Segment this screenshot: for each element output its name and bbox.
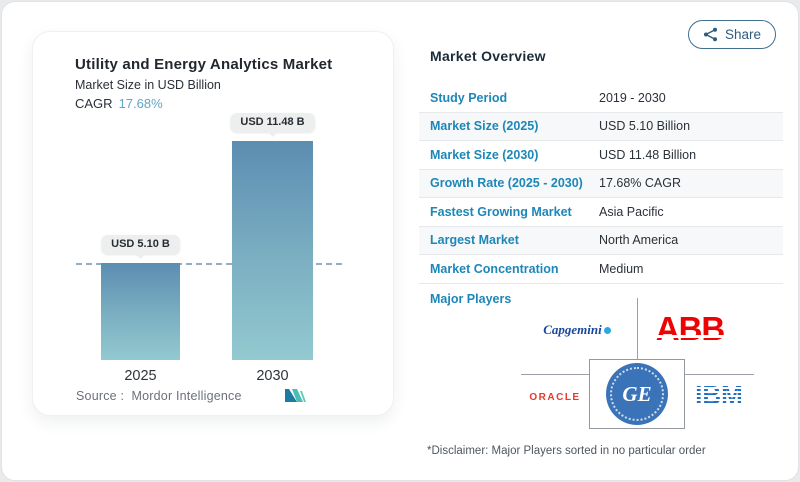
baseline-dashed-line xyxy=(76,263,342,265)
row-value: Asia Pacific xyxy=(599,204,664,219)
ge-logo-ring: GE xyxy=(610,367,664,421)
player-connector-vertical-line xyxy=(637,298,638,359)
abb-logo-cut-line xyxy=(653,335,727,338)
row-label: Largest Market xyxy=(430,233,519,248)
source-prefix: Source : xyxy=(76,389,125,403)
cagr-label: CAGR xyxy=(75,96,113,111)
capgemini-logo-text: Capgemini xyxy=(543,322,602,337)
chart-cagr-line: CAGR 17.68% xyxy=(75,96,393,111)
row-label: Market Size (2025) xyxy=(430,119,539,134)
row-value: USD 11.48 Billion xyxy=(599,147,697,162)
overview-table: Study Period 2019 - 2030 Market Size (20… xyxy=(419,84,783,284)
overview-title: Market Overview xyxy=(430,48,546,64)
table-row-fastest-growing-market: Fastest Growing Market Asia Pacific xyxy=(419,198,783,227)
abb-logo: ABB xyxy=(653,310,727,347)
share-button-label: Share xyxy=(724,27,761,42)
source-name: Mordor Intelligence xyxy=(131,389,242,403)
share-icon xyxy=(703,27,718,42)
row-value: Medium xyxy=(599,261,644,276)
table-row-largest-market: Largest Market North America xyxy=(419,226,783,255)
row-value: 2019 - 2030 xyxy=(599,90,666,105)
row-label: Study Period xyxy=(430,90,508,105)
capgemini-spade-icon xyxy=(603,327,611,334)
share-button[interactable]: Share xyxy=(687,20,776,49)
table-row-market-size-2025: Market Size (2025) USD 5.10 Billion xyxy=(419,112,783,141)
row-label: Fastest Growing Market xyxy=(430,204,572,219)
table-row-growth-rate: Growth Rate (2025 - 2030) 17.68% CAGR xyxy=(419,169,783,198)
mordor-intelligence-logo-icon xyxy=(284,387,308,409)
cagr-value: 17.68% xyxy=(118,96,163,111)
x-tick-2025: 2025 xyxy=(124,368,157,384)
table-row-market-concentration: Market Concentration Medium xyxy=(419,255,783,284)
major-players-label: Major Players xyxy=(430,292,512,306)
chart-subtitle: Market Size in USD Billion xyxy=(75,78,221,92)
player-connector-right-line xyxy=(685,374,754,375)
row-value: 17.68% CAGR xyxy=(599,176,681,191)
ibm-logo-stripes xyxy=(689,385,749,407)
capgemini-logo: Capgemini xyxy=(542,322,612,338)
abb-logo-text: ABB xyxy=(655,310,725,347)
row-value: North America xyxy=(599,233,679,248)
player-connector-left-line xyxy=(521,374,589,375)
ibm-logo: IBM xyxy=(689,382,749,408)
row-label: Growth Rate (2025 - 2030) xyxy=(430,176,583,191)
chart-header: Utility and Energy Analytics Market Mark… xyxy=(33,32,393,111)
row-label: Market Size (2030) xyxy=(430,147,539,162)
row-label: Market Concentration xyxy=(430,261,559,276)
row-value: USD 5.10 Billion xyxy=(599,119,691,134)
oracle-logo: ORACLE xyxy=(529,392,581,403)
chart-title: Utility and Energy Analytics Market xyxy=(75,56,333,73)
bar-value-badge-2025: USD 5.10 B xyxy=(101,235,180,254)
bar-2025 xyxy=(101,263,180,360)
ge-logo: GE xyxy=(606,363,668,425)
bar-2030 xyxy=(232,141,313,360)
ge-logo-monogram: GE xyxy=(622,381,652,406)
disclaimer-text: *Disclaimer: Major Players sorted in no … xyxy=(427,445,706,457)
source-line: Source : Mordor Intelligence xyxy=(76,389,242,403)
market-chart-card: Utility and Energy Analytics Market Mark… xyxy=(32,31,394,416)
table-row-study-period: Study Period 2019 - 2030 xyxy=(419,84,783,113)
bar-chart-plot: USD 5.10 B 2025 USD 11.48 B 2030 xyxy=(33,113,393,384)
x-tick-2030: 2030 xyxy=(256,368,289,384)
ge-logo-box: GE xyxy=(589,359,685,429)
table-row-market-size-2030: Market Size (2030) USD 11.48 Billion xyxy=(419,141,783,170)
bar-value-badge-2030: USD 11.48 B xyxy=(230,113,315,132)
